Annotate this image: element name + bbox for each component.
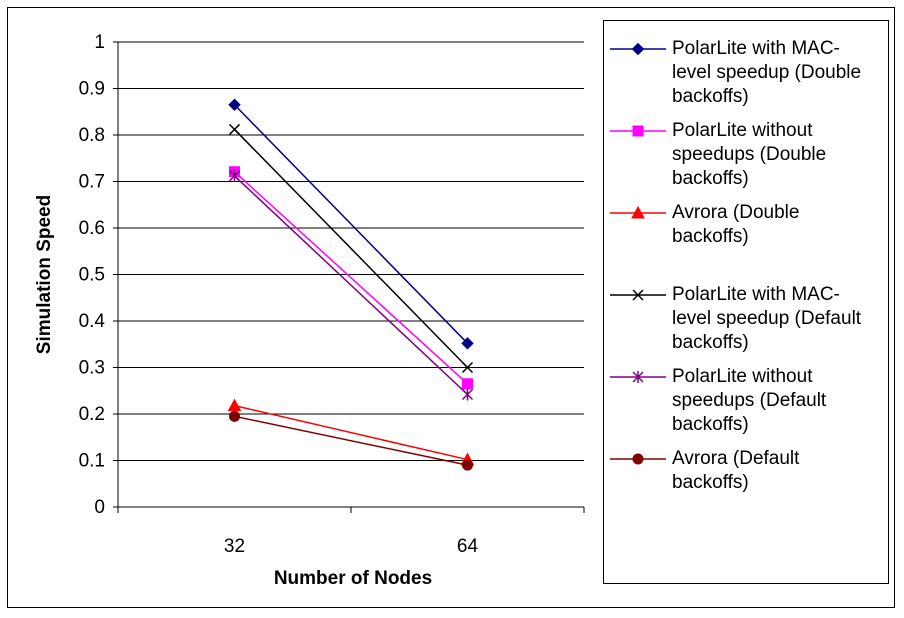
legend-label: PolarLite with MAC-level speedup (Double… — [672, 37, 882, 109]
chart-legend: PolarLite with MAC-level speedup (Double… — [603, 20, 889, 584]
legend-swatch — [610, 125, 666, 137]
legend-label-line: PolarLite without — [672, 366, 813, 387]
series-2 — [229, 166, 473, 390]
data-point — [228, 123, 241, 135]
y-tick-label: 0.1 — [79, 451, 105, 472]
legend-marker — [631, 42, 645, 56]
legend-swatch — [610, 289, 666, 301]
series-4 — [228, 123, 474, 374]
series-line — [233, 128, 469, 369]
y-tick-label: 1 — [94, 32, 105, 53]
y-tick-label: 0.7 — [79, 172, 105, 193]
legend-marker — [632, 453, 644, 465]
legend-label: Avrora (Default backoffs) — [672, 447, 882, 495]
series-1 — [228, 98, 474, 350]
legend-label: Avrora (Double backoffs) — [672, 201, 882, 249]
data-point — [461, 337, 474, 350]
legend-label-line: backoffs) — [672, 86, 749, 107]
series-line — [233, 104, 469, 344]
x-axis-title: Number of Nodes — [274, 568, 432, 589]
series-5 — [228, 169, 474, 401]
series-3 — [227, 398, 475, 466]
legend-marker — [631, 205, 645, 219]
legend-label-line: Avrora (Default — [672, 448, 800, 469]
legend-swatch — [610, 42, 666, 56]
legend-marker — [632, 289, 644, 301]
series-line — [234, 415, 468, 466]
legend-label: PolarLite without speedups (Double backoff… — [672, 119, 882, 191]
legend-label-line: backoffs) — [672, 414, 749, 435]
legend-label-line: backoffs) — [672, 472, 749, 493]
legend-label-line: Avrora (Double — [672, 202, 800, 223]
x-tick-label: 64 — [457, 536, 479, 557]
data-point — [228, 169, 241, 182]
data-point — [461, 361, 474, 374]
legend-swatch — [610, 205, 666, 219]
data-point — [462, 378, 473, 390]
y-tick-label: 0.6 — [79, 218, 105, 239]
y-tick-label: 0.5 — [79, 265, 105, 286]
legend-label-line: backoffs) — [672, 226, 749, 247]
data-point — [229, 410, 240, 422]
y-tick-label: 0.4 — [79, 311, 106, 332]
series-6 — [229, 410, 473, 471]
legend-label: PolarLite without speedups (Default backof… — [672, 365, 882, 437]
series-line — [234, 404, 468, 461]
legend-label-line: speedups (Double — [672, 144, 827, 165]
series-line — [233, 171, 469, 385]
y-tick-label: 0.8 — [79, 125, 105, 146]
y-tick-label: 0 — [94, 497, 105, 518]
legend-label-line: level speedup (Double — [672, 62, 862, 83]
y-tick-label: 0.2 — [79, 404, 105, 425]
legend-swatch — [610, 371, 666, 383]
legend-marker — [632, 371, 644, 383]
data-point — [461, 388, 474, 401]
legend-label-line: PolarLite without — [672, 120, 813, 141]
data-point — [227, 398, 242, 412]
legend-swatch — [610, 453, 666, 465]
legend-label-line: PolarLite with MAC- — [672, 284, 840, 305]
legend-marker — [632, 125, 644, 137]
legend-label-line: speedups (Default — [672, 390, 827, 411]
legend-label: PolarLite with MAC-level speedup (Defaul… — [672, 283, 882, 355]
x-tick-label: 32 — [224, 536, 245, 557]
y-tick-label: 0.3 — [79, 358, 105, 379]
data-point — [228, 98, 241, 111]
y-axis-title: Simulation Speed — [34, 195, 55, 354]
data-point — [462, 459, 473, 471]
legend-label-line: PolarLite with MAC- — [672, 38, 840, 59]
legend-label-line: backoffs) — [672, 168, 749, 189]
legend-label-line: level speedup (Default — [672, 308, 862, 329]
series-line — [233, 175, 469, 396]
legend-label-line: backoffs) — [672, 332, 749, 353]
y-tick-label: 0.9 — [79, 79, 105, 100]
